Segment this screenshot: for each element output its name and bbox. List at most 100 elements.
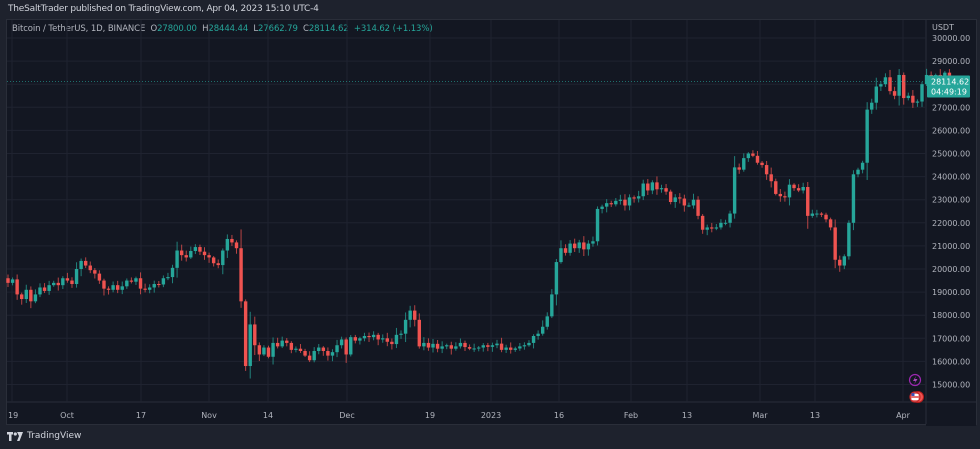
candle-down [20, 294, 24, 300]
time-tick-label: Mar [752, 411, 768, 420]
candle-up [618, 199, 623, 201]
candle-up [79, 260, 83, 269]
candle-down [83, 260, 88, 266]
candle-up [362, 335, 367, 339]
candle-down [796, 188, 801, 191]
candle-down [42, 287, 47, 291]
candle-up [522, 345, 527, 347]
candle-down [609, 203, 613, 205]
candle-up [422, 342, 426, 347]
candle-down [700, 215, 705, 230]
candle-up [650, 182, 655, 191]
candle-down [426, 342, 431, 348]
candle-down [778, 193, 783, 197]
candle-down [198, 247, 202, 252]
candle-down [129, 280, 134, 282]
candle-down [70, 280, 74, 285]
price-tick-label: 22000.00 [932, 219, 970, 228]
candle-down [563, 248, 568, 253]
tradingview-logo[interactable]: TradingView [7, 431, 81, 441]
candle-up [577, 242, 581, 249]
candle-down [106, 288, 111, 290]
candle-down [97, 273, 102, 281]
candle-up [856, 169, 860, 175]
time-tick-label: Nov [201, 411, 217, 420]
candle-up [550, 294, 554, 317]
candle-down [15, 279, 19, 295]
candle-up [897, 74, 901, 96]
candle-down [102, 280, 106, 289]
candle-up [531, 335, 536, 343]
price-tick-label: 23000.00 [932, 196, 970, 205]
candle-up [915, 101, 920, 103]
candle-up [317, 347, 321, 352]
candle-up [125, 280, 129, 287]
publish-line: TheSaltTrader published on TradingView.c… [8, 4, 319, 14]
candle-up [536, 333, 540, 336]
candle-down [390, 341, 394, 345]
candle-down [760, 162, 764, 166]
candle-down [678, 197, 682, 199]
candle-down [737, 167, 741, 170]
candle-up [527, 342, 531, 346]
candle-down [239, 248, 243, 302]
candle-up [920, 84, 924, 102]
flag-stripe [911, 394, 919, 396]
candle-up [47, 285, 51, 291]
time-tick-label: 19 [8, 411, 18, 420]
candle-up [627, 197, 632, 206]
candle-down [157, 284, 161, 286]
candle-down [888, 77, 892, 92]
flag-canton [911, 393, 915, 396]
candle-up [52, 282, 56, 286]
candle-down [646, 183, 650, 191]
candle-down [115, 285, 120, 290]
symbol-title: Bitcoin / TetherUS, 1D, BINANCE [12, 24, 146, 34]
candle-down [417, 319, 421, 347]
lightning-event-icon[interactable] [908, 373, 922, 387]
price-tick-label: 27000.00 [932, 103, 970, 112]
candle-down [211, 257, 216, 264]
high-value: 28444.44 [208, 24, 249, 34]
price-tick-label: 19000.00 [932, 288, 970, 297]
time-tick-label: 2023 [481, 411, 501, 420]
candle-up [559, 248, 563, 263]
candle-down [668, 191, 673, 203]
candle-down [902, 74, 906, 99]
bar-countdown-label: 04:49:19 [931, 88, 967, 97]
candle-up [879, 84, 883, 87]
candle-up [193, 247, 198, 251]
candle-up [330, 352, 335, 356]
candle-up [477, 347, 481, 349]
candle-up [545, 316, 549, 327]
candle-up [24, 289, 28, 300]
candle-up [371, 334, 376, 338]
candle-up [440, 346, 444, 349]
candle-up [221, 250, 225, 266]
candle-down [413, 310, 417, 320]
candle-up [728, 213, 732, 223]
candle-down [664, 188, 668, 192]
last-price-label: 28114.62 [931, 78, 969, 87]
candle-up [394, 334, 399, 345]
price-tick-label: 20000.00 [932, 265, 970, 274]
candle-up [339, 339, 344, 346]
lightning-glyph-icon [913, 376, 918, 385]
candle-up [358, 338, 362, 341]
candle-down [774, 181, 778, 194]
time-tick-label: Feb [624, 411, 638, 420]
candle-down [143, 288, 147, 290]
candle-down [655, 182, 659, 190]
price-tick-label: 17000.00 [932, 334, 970, 343]
candle-up [518, 346, 522, 349]
candle-down [321, 347, 326, 352]
candle-up [742, 158, 746, 170]
candle-down [792, 184, 796, 189]
time-tick-label: 16 [554, 411, 564, 420]
candle-up [586, 243, 591, 250]
candle-up [595, 208, 600, 242]
candle-up [691, 199, 696, 206]
candle-up [568, 243, 572, 253]
candle-up [600, 206, 604, 209]
